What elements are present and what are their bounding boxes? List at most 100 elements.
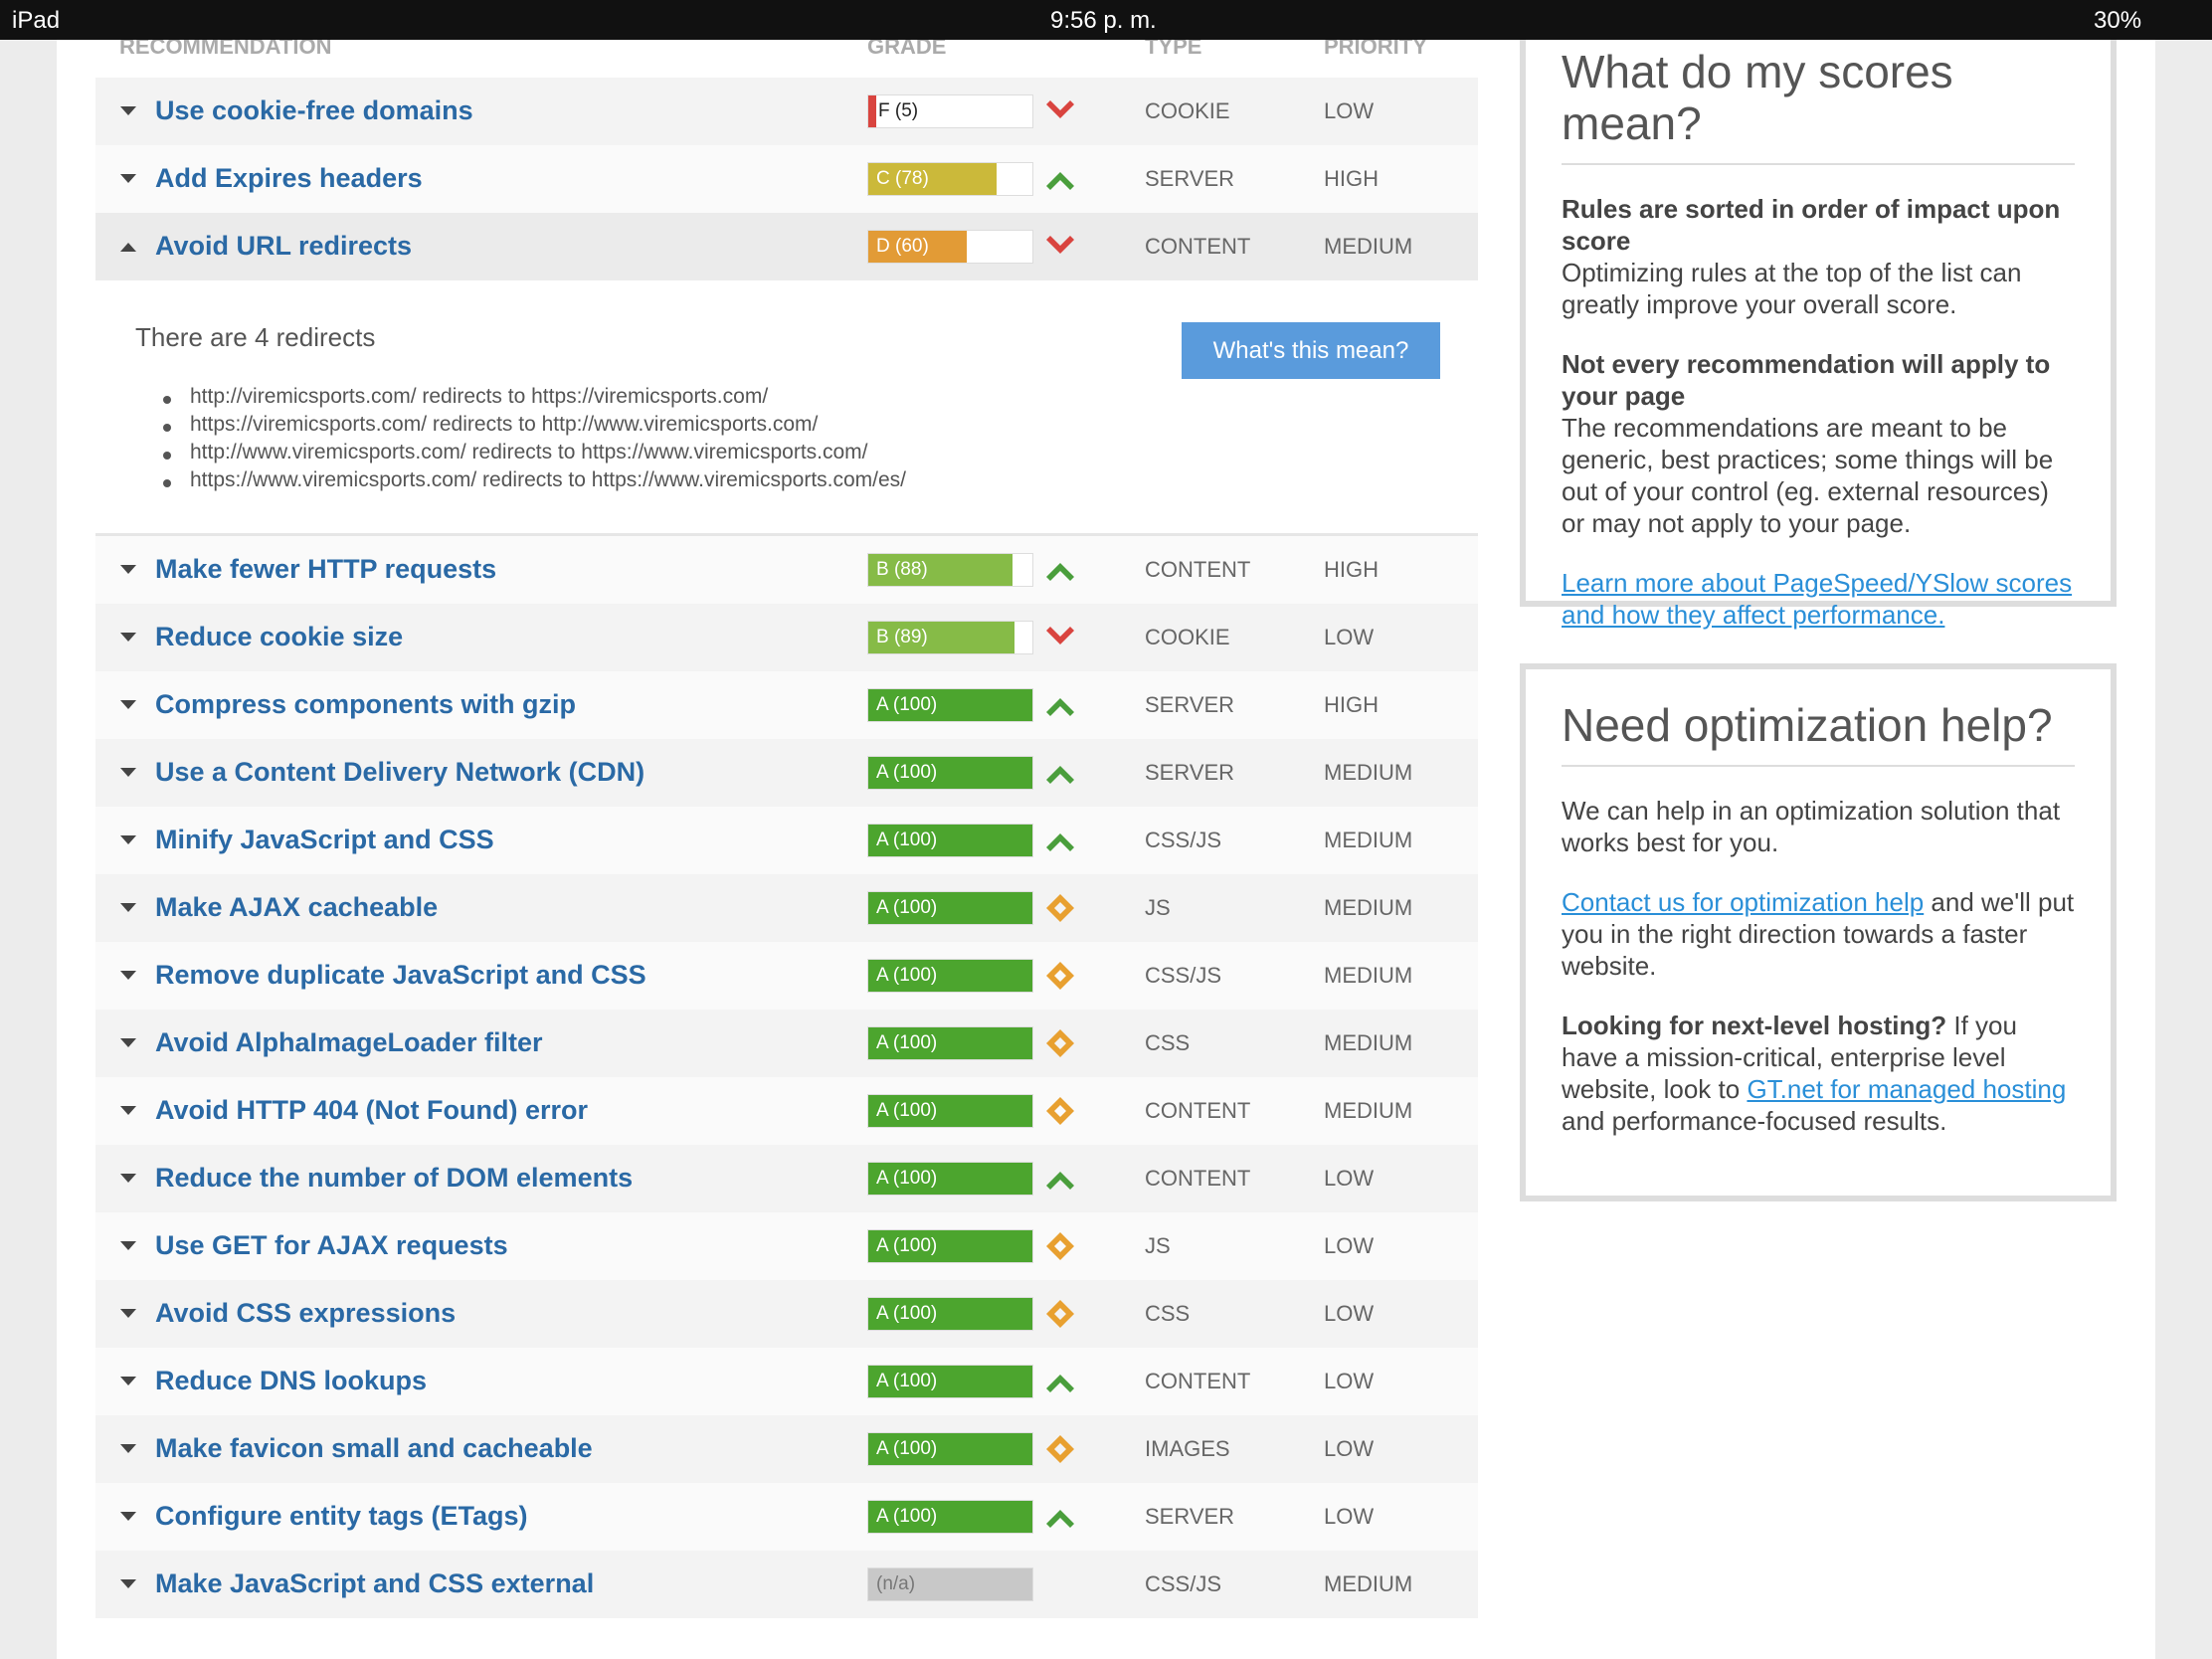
toggle-arrow <box>120 1174 136 1183</box>
toggle-arrow <box>120 1038 136 1047</box>
row[interactable]: Compress components with gzip A (100) SERV… <box>95 671 1478 739</box>
row[interactable]: Add Expires headers C (78) SERVER HIGH <box>95 145 1478 213</box>
toggle-arrow <box>120 1579 136 1588</box>
grade-fill <box>868 622 1014 653</box>
grade-bar: A (100) <box>867 1229 1033 1263</box>
grade-fill <box>868 95 877 127</box>
grade-bar: A (100) <box>867 1094 1033 1128</box>
grade-bar: A (100) <box>867 1365 1033 1398</box>
grade-label: A (100) <box>876 1303 938 1324</box>
priority: HIGH <box>1324 557 1379 582</box>
link[interactable]: Contact us for optimization help <box>1562 887 1925 917</box>
grade-label: C (78) <box>876 168 929 189</box>
trend-icon <box>1046 1232 1074 1260</box>
rule-title: Compress components with gzip <box>155 689 577 719</box>
bold: Rules are sorted in order of impact upon… <box>1562 194 2061 256</box>
rule-title: Configure entity tags (ETags) <box>155 1501 528 1531</box>
trend-icon <box>1046 1435 1074 1463</box>
grade-fill <box>868 1230 1032 1262</box>
grade-fill <box>868 1027 1032 1059</box>
grade-bar: A (100) <box>867 1026 1033 1060</box>
row[interactable]: Avoid URL redirects D (60) CONTENT MEDIUM <box>95 213 1478 280</box>
row[interactable]: Use a Content Delivery Network (CDN) A (1… <box>95 739 1478 807</box>
row[interactable]: Avoid CSS expressions A (100) CSS LOW <box>95 1280 1478 1348</box>
grade-label: D (60) <box>876 236 929 257</box>
rule-title: Make fewer HTTP requests <box>155 554 497 584</box>
grade-bar: A (100) <box>867 891 1033 925</box>
type: CONTENT <box>1145 557 1251 582</box>
redirect-item: http://www.viremicsports.com/ redirects … <box>190 441 868 463</box>
trend-icon <box>1046 1375 1074 1392</box>
grade-bar: F (5) <box>867 94 1033 128</box>
trend-icon <box>1046 100 1074 118</box>
grade-fill <box>868 231 967 263</box>
row[interactable]: Make AJAX cacheable A (100) JS MEDIUM <box>95 874 1478 942</box>
rule-title: Reduce the number of DOM elements <box>155 1163 634 1193</box>
row[interactable]: Make fewer HTTP requests B (88) CONTENT HIG… <box>95 536 1478 604</box>
status-bar: iPad 9:56 p. m. 30% <box>0 0 2212 40</box>
link[interactable]: Learn more about PageSpeed/YSlow scores … <box>1562 568 2073 630</box>
grade-bar: B (88) <box>867 553 1033 587</box>
rule-title: Minify JavaScript and CSS <box>155 825 494 854</box>
priority: MEDIUM <box>1324 963 1413 988</box>
grade-label: A (100) <box>876 1438 938 1459</box>
row[interactable]: Avoid HTTP 404 (Not Found) error A (100) C… <box>95 1077 1478 1145</box>
row[interactable]: Use cookie-free domains F (5) COOKIE LOW <box>95 78 1478 145</box>
para: Contact us for optimization help and we'… <box>1562 886 2075 982</box>
grade-fill <box>868 163 997 195</box>
row[interactable]: Configure entity tags (ETags) A (100) SERV… <box>95 1483 1478 1551</box>
grade-fill <box>868 1298 1032 1330</box>
grade-fill <box>868 1501 1032 1533</box>
trend-icon <box>1046 172 1074 190</box>
row[interactable]: Reduce cookie size B (89) COOKIE LOW <box>95 604 1478 671</box>
type: JS <box>1145 1233 1171 1258</box>
row[interactable]: Minify JavaScript and CSS A (100) CSS/JS ME… <box>95 807 1478 874</box>
rule-title: Make AJAX cacheable <box>155 892 439 922</box>
priority: LOW <box>1324 98 1375 123</box>
priority: MEDIUM <box>1324 895 1413 920</box>
grade-label: A (100) <box>876 694 938 715</box>
row[interactable]: Make JavaScript and CSS external (n/a) CSS… <box>95 1551 1478 1618</box>
row[interactable]: Avoid AlphaImageLoader filter A (100) CSS M… <box>95 1010 1478 1077</box>
grade-label: A (100) <box>876 897 938 918</box>
button[interactable]: What's this mean? <box>1182 322 1440 379</box>
row[interactable]: Remove duplicate JavaScript and CSS A (10… <box>95 942 1478 1010</box>
priority: LOW <box>1324 625 1375 649</box>
trend-icon <box>1046 1029 1074 1057</box>
row[interactable]: Reduce DNS lookups A (100) CONTENT LOW <box>95 1348 1478 1415</box>
priority: MEDIUM <box>1324 1571 1413 1596</box>
bullet <box>163 452 171 460</box>
grade-bar: A (100) <box>867 1162 1033 1196</box>
type: CSS/JS <box>1145 963 1222 988</box>
type: SERVER <box>1145 166 1235 191</box>
priority: LOW <box>1324 1369 1375 1393</box>
rule-title: Make JavaScript and CSS external <box>155 1568 595 1598</box>
grade-label: B (88) <box>876 559 928 580</box>
rule-title: Use cookie-free domains <box>155 95 473 125</box>
grade-label: A (100) <box>876 1506 938 1527</box>
row[interactable]: Make favicon small and cacheable A (100) I… <box>95 1415 1478 1483</box>
toggle-arrow <box>120 106 136 115</box>
toggle-arrow <box>120 1241 136 1250</box>
rule-title: Make favicon small and cacheable <box>155 1433 593 1463</box>
priority: LOW <box>1324 1504 1375 1529</box>
type: CONTENT <box>1145 1166 1251 1191</box>
help-box: Need optimization help? We can help in a… <box>1520 663 2117 1201</box>
toggle-arrow <box>120 835 136 844</box>
priority: MEDIUM <box>1324 1098 1413 1123</box>
text: If you have a mission-critical, enterpri… <box>1562 1011 2017 1104</box>
rule-title: Avoid AlphaImageLoader filter <box>155 1027 543 1057</box>
bold: Not every recommendation will apply to y… <box>1562 349 2051 411</box>
row[interactable]: Reduce the number of DOM elements A (100)… <box>95 1145 1478 1212</box>
type: CSS/JS <box>1145 828 1222 852</box>
grade-fill <box>868 892 1032 924</box>
row[interactable]: Use GET for AJAX requests A (100) JS LOW <box>95 1212 1478 1280</box>
details-text: There are 4 redirects <box>135 322 376 352</box>
link[interactable]: GT.net for managed hosting <box>1747 1074 2067 1104</box>
type: CSS <box>1145 1301 1191 1326</box>
priority: LOW <box>1324 1301 1375 1326</box>
grade-bar: A (100) <box>867 824 1033 857</box>
priority: LOW <box>1324 1233 1375 1258</box>
grade-bar: A (100) <box>867 1297 1033 1331</box>
grade-bar: A (100) <box>867 688 1033 722</box>
